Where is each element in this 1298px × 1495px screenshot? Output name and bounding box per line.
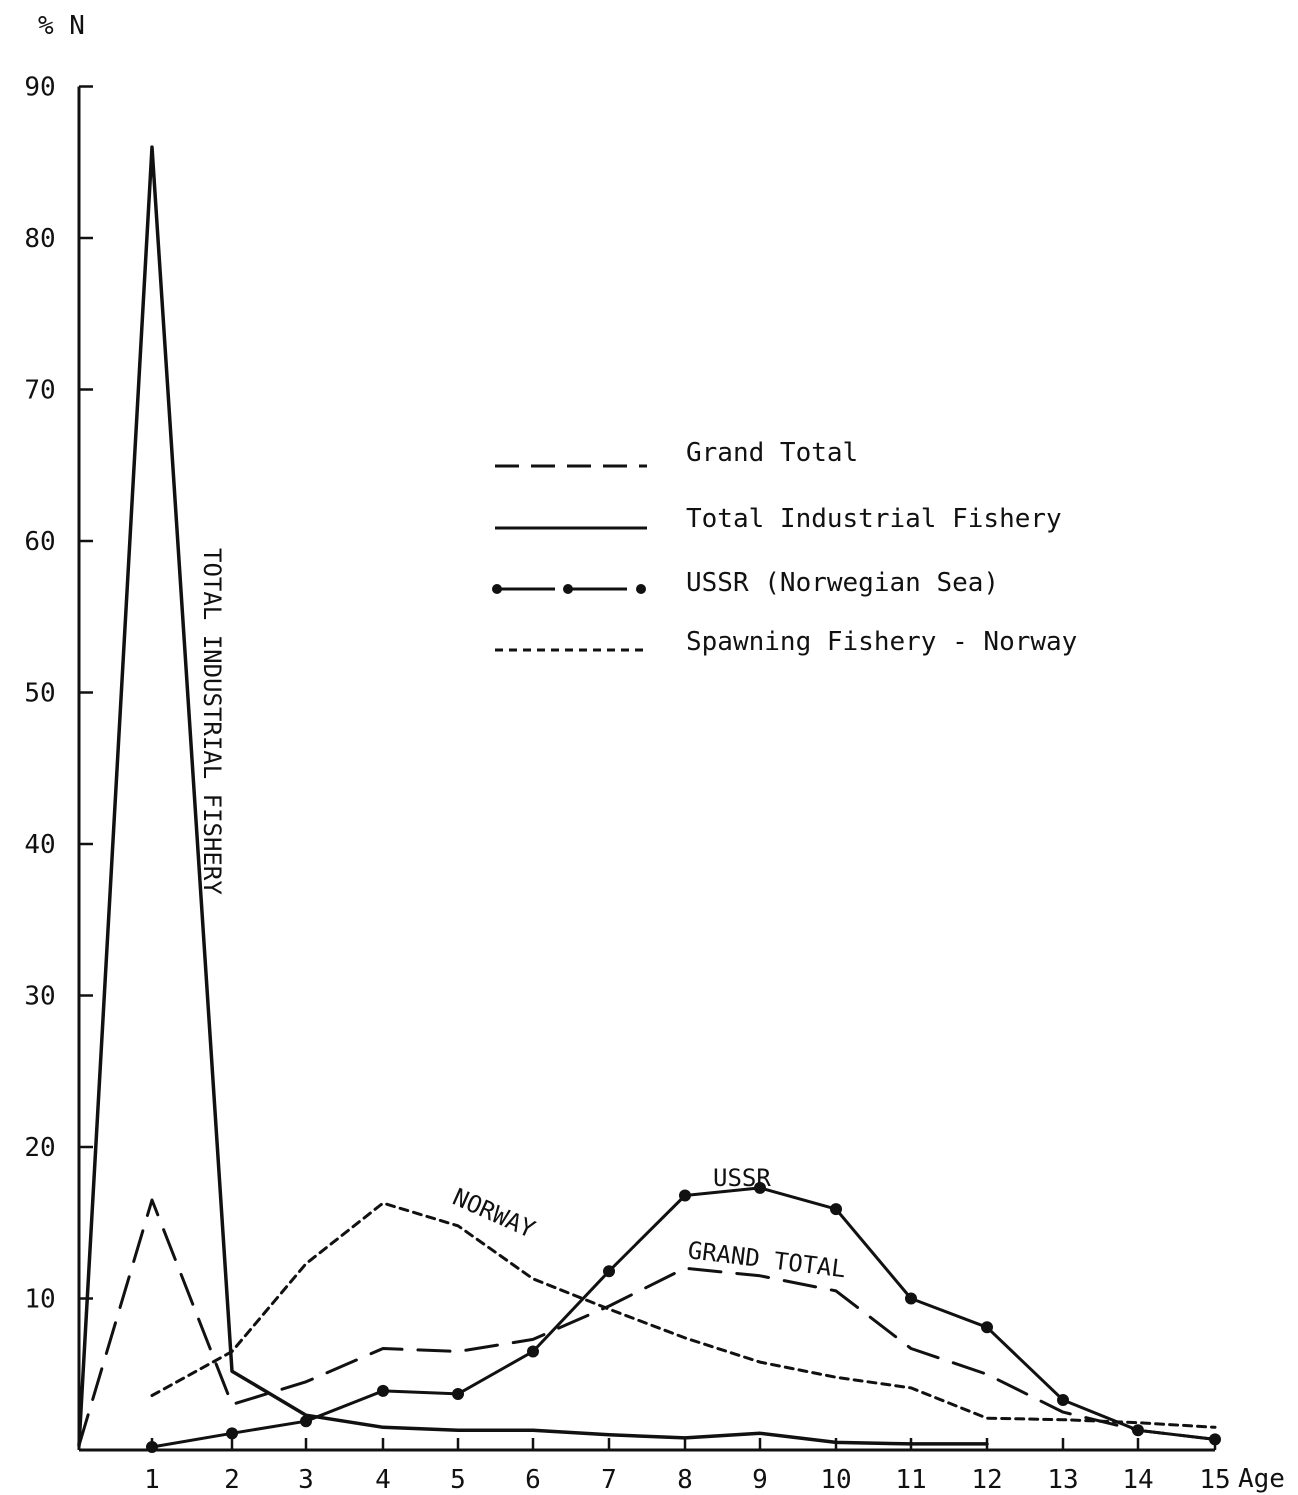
data-point-ussr-norwegian-sea-12 xyxy=(981,1321,993,1334)
y-tick-label-60: 60 xyxy=(24,527,55,557)
x-tick-label-7: 7 xyxy=(601,1465,617,1495)
series-line-total-industrial-fishery xyxy=(77,145,989,1448)
x-tick-label-14: 14 xyxy=(1122,1465,1153,1495)
x-tick-label-13: 13 xyxy=(1047,1465,1078,1495)
y-tick-label-70: 70 xyxy=(24,376,55,406)
x-tick-label-6: 6 xyxy=(525,1465,541,1495)
series-line-spawning-fishery-norway xyxy=(150,1201,1217,1429)
y-tick-label-20: 20 xyxy=(24,1133,55,1163)
legend-label-grand-total: Grand Total xyxy=(686,438,858,468)
data-point-ussr-norwegian-sea-10 xyxy=(830,1203,842,1216)
data-point-ussr-norwegian-sea-1 xyxy=(146,1440,158,1453)
x-tick-label-10: 10 xyxy=(820,1465,851,1495)
annotation-total-industrial-fishery: TOTAL INDUSTRIAL FISHERY xyxy=(198,548,226,895)
series-layer xyxy=(77,145,1221,1453)
legend-swatch-ussr-marker xyxy=(636,584,646,594)
data-point-ussr-norwegian-sea-4 xyxy=(377,1384,389,1397)
legend-label-spawning-fishery-norway: Spawning Fishery - Norway xyxy=(686,627,1077,657)
y-axis-title: % N xyxy=(38,11,85,41)
legend-swatch-ussr-marker xyxy=(563,584,573,594)
x-tick-label-11: 11 xyxy=(895,1465,926,1495)
legend-label-total-industrial-fishery: Total Industrial Fishery xyxy=(686,504,1062,534)
x-tick-label-2: 2 xyxy=(224,1465,240,1495)
data-point-ussr-norwegian-sea-14 xyxy=(1132,1424,1144,1437)
data-point-ussr-norwegian-sea-8 xyxy=(679,1189,691,1202)
legend-label-ussr: USSR (Norwegian Sea) xyxy=(686,568,999,598)
x-tick-label-5: 5 xyxy=(450,1465,466,1495)
x-tick-label-1: 1 xyxy=(144,1465,160,1495)
data-point-ussr-norwegian-sea-3 xyxy=(300,1415,312,1428)
x-tick-label-4: 4 xyxy=(375,1465,391,1495)
x-tick-label-9: 9 xyxy=(752,1465,768,1495)
x-tick-label-8: 8 xyxy=(677,1465,693,1495)
data-point-ussr-norwegian-sea-2 xyxy=(226,1427,238,1440)
legend-swatch-ussr-marker xyxy=(492,584,502,594)
data-point-ussr-norwegian-sea-11 xyxy=(905,1292,917,1305)
y-tick-label-50: 50 xyxy=(24,679,55,709)
annotation-norway: NORWAY xyxy=(449,1183,540,1244)
y-tick-label-80: 80 xyxy=(24,224,55,254)
data-point-ussr-norwegian-sea-5 xyxy=(452,1387,464,1400)
series-line-grand-total xyxy=(77,1198,1217,1447)
data-point-ussr-norwegian-sea-6 xyxy=(527,1345,539,1358)
legend: Grand Total Total Industrial Fishery USS… xyxy=(492,438,1077,657)
data-point-ussr-norwegian-sea-7 xyxy=(603,1265,615,1278)
x-axis-title: Age xyxy=(1238,1464,1285,1494)
annotation-ussr: USSR xyxy=(713,1164,771,1192)
x-tick-label-3: 3 xyxy=(298,1465,314,1495)
y-tick-label-30: 30 xyxy=(24,982,55,1012)
y-tick-label-10: 10 xyxy=(24,1285,55,1315)
y-tick-label-40: 40 xyxy=(24,830,55,860)
y-tick-label-90: 90 xyxy=(24,73,55,103)
x-tick-label-15: 15 xyxy=(1199,1465,1230,1495)
data-point-ussr-norwegian-sea-13 xyxy=(1057,1394,1069,1407)
data-point-ussr-norwegian-sea-15 xyxy=(1209,1433,1221,1446)
x-tick-label-12: 12 xyxy=(971,1465,1002,1495)
data-point-ussr-norwegian-sea-9 xyxy=(754,1181,766,1194)
